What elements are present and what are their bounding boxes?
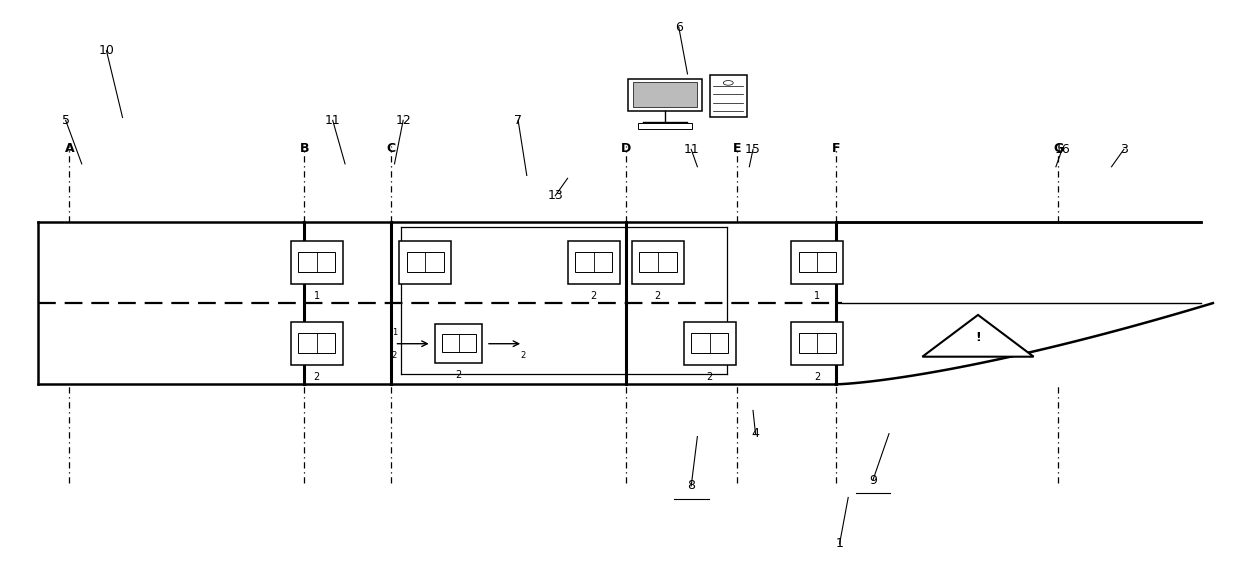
Bar bbox=[792, 241, 844, 285]
Bar bbox=[628, 79, 703, 111]
Bar bbox=[710, 75, 747, 117]
Bar bbox=[799, 333, 836, 353]
Bar bbox=[684, 322, 736, 366]
Bar bbox=[399, 241, 451, 285]
Text: 2: 2 bbox=[520, 351, 525, 360]
Text: B: B bbox=[300, 142, 309, 155]
Text: 2: 2 bbox=[456, 370, 462, 381]
Bar bbox=[406, 252, 444, 272]
Text: 1: 1 bbox=[313, 292, 320, 301]
Text: 2: 2 bbox=[814, 373, 820, 382]
Text: 3: 3 bbox=[1120, 143, 1127, 156]
Text: 6: 6 bbox=[675, 21, 683, 34]
Bar bbox=[297, 252, 336, 272]
Text: A: A bbox=[64, 142, 74, 155]
Text: 11: 11 bbox=[325, 114, 341, 127]
Bar bbox=[633, 82, 698, 107]
Text: 15: 15 bbox=[745, 143, 761, 156]
Bar bbox=[575, 252, 612, 272]
Bar bbox=[691, 333, 729, 353]
Bar bbox=[799, 252, 836, 272]
Text: 5: 5 bbox=[62, 114, 69, 127]
Bar bbox=[442, 334, 476, 352]
Text: 10: 10 bbox=[99, 44, 114, 57]
Bar bbox=[638, 123, 693, 129]
Bar bbox=[792, 322, 844, 366]
Text: 1: 1 bbox=[814, 292, 820, 301]
Text: 2: 2 bbox=[313, 373, 320, 382]
Text: 1: 1 bbox=[835, 538, 844, 550]
Text: E: E bbox=[732, 142, 741, 155]
Text: 7: 7 bbox=[514, 114, 522, 127]
Text: 16: 16 bbox=[1054, 143, 1070, 156]
Bar bbox=[632, 241, 684, 285]
Text: !: ! bbox=[975, 331, 981, 345]
Text: 2: 2 bbox=[654, 292, 660, 301]
Text: 2: 2 bbox=[392, 351, 398, 360]
Bar bbox=[291, 241, 343, 285]
Text: 1: 1 bbox=[392, 328, 398, 337]
Text: 11: 11 bbox=[684, 143, 699, 156]
Bar bbox=[291, 322, 343, 366]
Text: 2: 2 bbox=[591, 292, 597, 301]
Bar bbox=[297, 333, 336, 353]
Text: C: C bbox=[387, 142, 395, 155]
Text: 8: 8 bbox=[688, 479, 695, 493]
Bar bbox=[639, 252, 676, 272]
Text: 12: 12 bbox=[395, 114, 411, 127]
Text: 9: 9 bbox=[869, 473, 877, 487]
Text: G: G bbox=[1053, 142, 1063, 155]
Text: D: D bbox=[621, 142, 631, 155]
Text: F: F bbox=[831, 142, 840, 155]
Polygon shape bbox=[922, 315, 1033, 357]
Bar bbox=[435, 324, 482, 363]
Text: 2: 2 bbox=[706, 373, 712, 382]
Bar bbox=[567, 241, 620, 285]
Circle shape bbox=[724, 80, 733, 85]
Text: 13: 13 bbox=[548, 189, 563, 202]
Text: 4: 4 bbox=[752, 427, 760, 440]
